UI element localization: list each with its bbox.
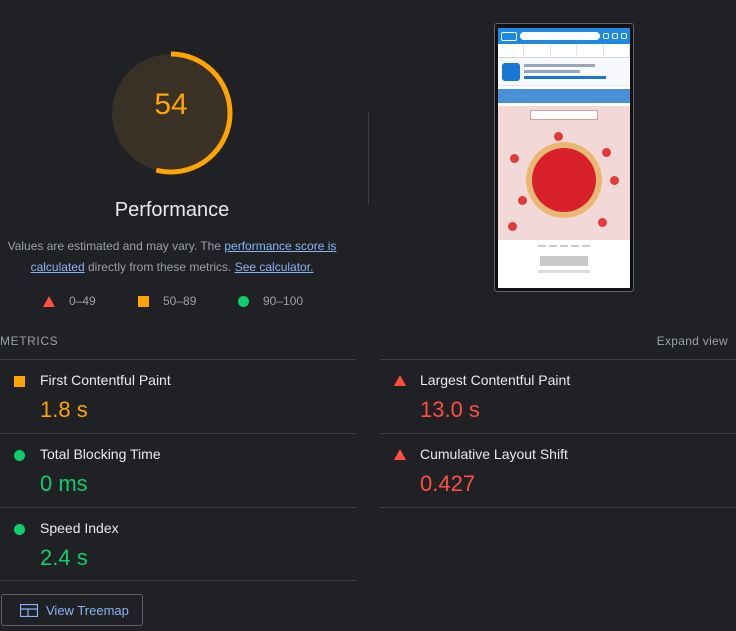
screenshot-new-item (540, 256, 588, 266)
treemap-icon (20, 603, 38, 617)
screenshot-nav (498, 44, 630, 58)
legend-average-range: 50–89 (163, 294, 197, 308)
metric-largest-contentful-paint: Largest Contentful Paint 13.0 s (380, 360, 736, 433)
orange-square-icon (138, 295, 149, 307)
metric-total-blocking-time: Total Blocking Time 0 ms (0, 434, 356, 507)
screenshot-header (498, 28, 630, 44)
green-circle-icon (14, 450, 25, 461)
performance-score: 54 (154, 88, 188, 121)
metric-divider (380, 507, 736, 508)
expand-view-toggle[interactable]: Expand view (656, 334, 728, 348)
metric-value: 0.427 (420, 471, 476, 496)
metric-divider (380, 359, 736, 360)
red-triangle-icon (394, 375, 406, 386)
legend-average: 50–89 (138, 294, 196, 308)
orange-square-icon (14, 376, 25, 387)
metric-divider (0, 433, 356, 434)
metric-divider (0, 507, 356, 508)
performance-score-link[interactable]: performance score is calculated (30, 239, 337, 274)
legend-fail: 0–49 (43, 294, 96, 308)
performance-gauge (109, 51, 233, 175)
view-treemap-label: View Treemap (46, 602, 129, 618)
metric-value: 1.8 s (40, 397, 88, 422)
screenshot-app-banner (498, 58, 630, 86)
red-triangle-icon (43, 295, 55, 307)
gauge-arc (109, 51, 233, 175)
metric-name: First Contentful Paint (40, 372, 171, 388)
green-circle-icon (14, 524, 25, 535)
metric-first-contentful-paint: First Contentful Paint 1.8 s (0, 360, 356, 433)
metric-divider (0, 359, 356, 360)
metric-name: Speed Index (40, 520, 119, 536)
see-calculator-link[interactable]: See calculator. (234, 260, 314, 274)
score-description: Values are estimated and may vary. The p… (0, 236, 344, 278)
screenshot-date-bar (498, 89, 630, 103)
metric-name: Largest Contentful Paint (420, 372, 571, 388)
metric-value: 0 ms (40, 471, 88, 496)
metric-value: 13.0 s (420, 397, 480, 422)
vertical-divider (368, 112, 369, 204)
performance-label: Performance (114, 199, 230, 221)
metric-name: Cumulative Layout Shift (420, 446, 568, 462)
final-screenshot[interactable] (494, 23, 634, 292)
metric-speed-index: Speed Index 2.4 s (0, 508, 356, 580)
metric-name: Total Blocking Time (40, 446, 161, 462)
screenshot-image (498, 28, 630, 288)
description-text-1: Values are estimated and may vary. The (7, 239, 225, 253)
view-treemap-button[interactable]: View Treemap (1, 594, 143, 626)
green-circle-icon (238, 295, 249, 307)
description-text-2: directly from these metrics. (84, 260, 235, 274)
metric-divider (380, 433, 736, 434)
gauge-fill (112, 54, 230, 172)
metrics-title: METRICS (0, 334, 59, 348)
metric-value: 2.4 s (40, 545, 88, 570)
legend-fail-range: 0–49 (69, 294, 96, 308)
screenshot-hero-image (498, 106, 630, 240)
legend-pass-range: 90–100 (263, 294, 304, 308)
screenshot-carousel-dots (498, 240, 630, 252)
red-triangle-icon (394, 449, 406, 460)
metric-cumulative-layout-shift: Cumulative Layout Shift 0.427 (380, 434, 736, 507)
legend-pass: 90–100 (238, 294, 303, 308)
metric-divider (0, 580, 356, 581)
